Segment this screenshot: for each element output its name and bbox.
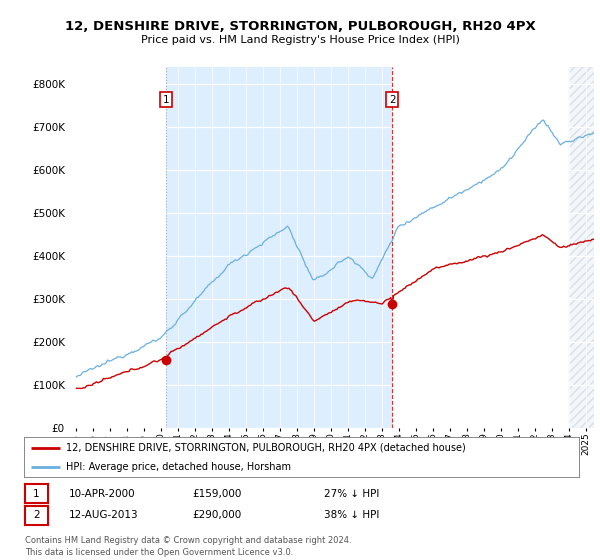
Text: 2: 2	[389, 95, 395, 105]
Text: 12-AUG-2013: 12-AUG-2013	[69, 510, 139, 520]
Bar	[166, 67, 392, 428]
Text: £159,000: £159,000	[192, 489, 241, 499]
Text: 2: 2	[33, 510, 40, 520]
Text: 27% ↓ HPI: 27% ↓ HPI	[324, 489, 379, 499]
Text: 12, DENSHIRE DRIVE, STORRINGTON, PULBOROUGH, RH20 4PX (detached house): 12, DENSHIRE DRIVE, STORRINGTON, PULBORO…	[65, 443, 466, 452]
Text: 38% ↓ HPI: 38% ↓ HPI	[324, 510, 379, 520]
Text: Contains HM Land Registry data © Crown copyright and database right 2024.
This d: Contains HM Land Registry data © Crown c…	[25, 536, 352, 557]
Text: HPI: Average price, detached house, Horsham: HPI: Average price, detached house, Hors…	[65, 462, 290, 472]
Text: 12, DENSHIRE DRIVE, STORRINGTON, PULBOROUGH, RH20 4PX: 12, DENSHIRE DRIVE, STORRINGTON, PULBORO…	[65, 20, 535, 34]
Bar	[569, 67, 600, 428]
Text: 1: 1	[163, 95, 169, 105]
Text: Price paid vs. HM Land Registry's House Price Index (HPI): Price paid vs. HM Land Registry's House …	[140, 35, 460, 45]
Text: 10-APR-2000: 10-APR-2000	[69, 489, 136, 499]
Text: 1: 1	[33, 489, 40, 499]
Text: £290,000: £290,000	[192, 510, 241, 520]
